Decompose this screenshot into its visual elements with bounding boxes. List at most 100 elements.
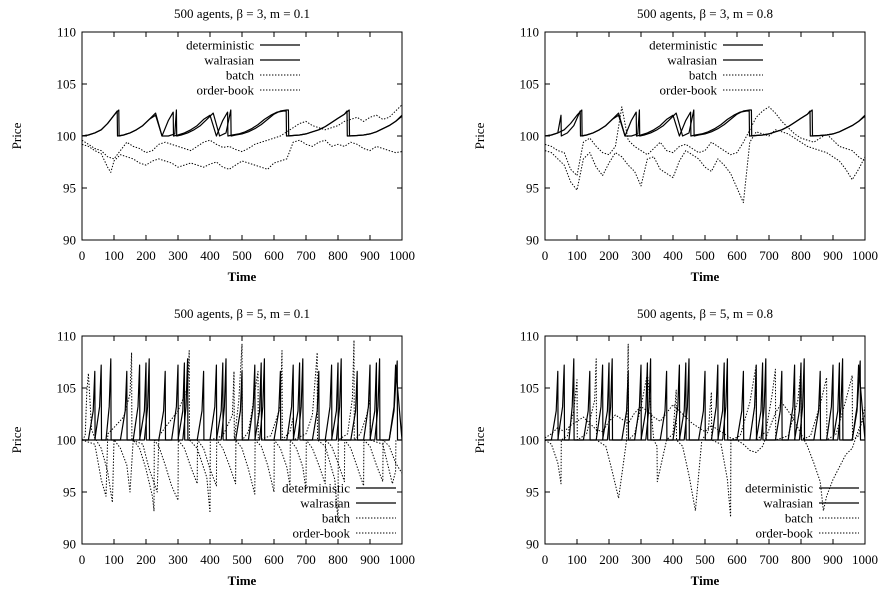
legend-label: walrasian	[763, 496, 813, 511]
x-tick-label: 400	[663, 552, 683, 567]
x-tick-label: 100	[567, 248, 587, 263]
series-line-order-book	[82, 104, 402, 160]
y-tick-label: 100	[520, 129, 540, 144]
panel-beta5-m08: 500 agents, β = 5, m = 0.8 Price Time 0 1…	[472, 306, 878, 588]
x-tick-label: 200	[599, 248, 619, 263]
series-line-walrasian	[82, 360, 402, 441]
x-tick-label: 900	[360, 552, 380, 567]
x-axis-label: Time	[228, 573, 257, 588]
y-tick-label: 105	[520, 77, 540, 92]
legend-label: order-book	[660, 83, 718, 98]
series-group	[82, 339, 402, 522]
series-group	[545, 343, 865, 518]
x-tick-label: 400	[663, 248, 683, 263]
x-tick-label: 300	[631, 248, 651, 263]
x-tick-label: 600	[264, 552, 284, 567]
panel-beta3-m08: 500 agents, β = 3, m = 0.8 Price Time 0 1…	[472, 6, 878, 284]
y-tick-label: 95	[63, 485, 76, 500]
y-tick-label: 105	[57, 381, 77, 396]
legend-label: batch	[322, 511, 351, 526]
legend-label: order-book	[197, 83, 255, 98]
series-group	[82, 104, 402, 173]
x-tick-label: 200	[599, 552, 619, 567]
x-tick-label: 1000	[389, 552, 415, 567]
series-line-batch	[545, 129, 865, 204]
series-line-deterministic	[82, 109, 402, 137]
panel-title: 500 agents, β = 5, m = 0.8	[637, 306, 773, 321]
x-tick-label: 800	[328, 552, 348, 567]
x-tick-label: 300	[168, 552, 188, 567]
legend-label: batch	[226, 68, 255, 83]
x-tick-label: 100	[104, 552, 124, 567]
x-tick-label: 1000	[852, 552, 878, 567]
legend-label: batch	[689, 68, 718, 83]
x-tick-label: 0	[79, 248, 86, 263]
series-line-order-book	[545, 106, 865, 176]
x-tick-label: 700	[759, 552, 779, 567]
series-line-deterministic	[545, 358, 865, 441]
x-tick-label: 700	[759, 248, 779, 263]
panel-beta3-m01: 500 agents, β = 3, m = 0.1 Price Time 0 1…	[9, 6, 415, 284]
x-tick-label: 700	[296, 552, 316, 567]
legend-label: walrasian	[300, 496, 350, 511]
panel-beta5-m01: 500 agents, β = 5, m = 0.1 Price Time 0 1…	[9, 306, 415, 588]
y-tick-label: 100	[57, 129, 77, 144]
y-tick-label: 90	[63, 233, 76, 248]
series-line-order-book	[545, 343, 865, 518]
series-line-walrasian	[545, 360, 865, 441]
legend-label: walrasian	[667, 53, 717, 68]
series-line-walrasian	[82, 110, 402, 137]
legend-label: deterministic	[745, 481, 813, 496]
legend-label: batch	[785, 511, 814, 526]
x-tick-label: 400	[200, 552, 220, 567]
series-line-deterministic	[545, 109, 865, 137]
x-tick-label: 100	[567, 552, 587, 567]
y-tick-label: 105	[57, 77, 77, 92]
x-tick-label: 200	[136, 248, 156, 263]
legend-label: walrasian	[204, 53, 254, 68]
panel-title: 500 agents, β = 5, m = 0.1	[174, 306, 310, 321]
x-tick-label: 500	[695, 552, 715, 567]
x-axis-label: Time	[691, 573, 720, 588]
y-axis-label: Price	[9, 122, 24, 149]
y-tick-label: 100	[57, 433, 77, 448]
x-tick-label: 500	[232, 552, 252, 567]
y-tick-label: 90	[526, 537, 539, 552]
x-tick-label: 600	[727, 552, 747, 567]
y-axis-label: Price	[472, 426, 487, 453]
panel-title: 500 agents, β = 3, m = 0.1	[174, 6, 310, 21]
y-tick-label: 110	[520, 25, 539, 40]
x-axis-label: Time	[228, 269, 257, 284]
y-tick-label: 110	[57, 329, 76, 344]
x-tick-label: 900	[823, 248, 843, 263]
series-line-order-book	[82, 339, 402, 522]
x-tick-label: 400	[200, 248, 220, 263]
y-tick-label: 110	[57, 25, 76, 40]
legend-label: deterministic	[186, 38, 254, 53]
x-tick-label: 0	[542, 248, 549, 263]
panel-title: 500 agents, β = 3, m = 0.8	[637, 6, 773, 21]
x-tick-label: 600	[264, 248, 284, 263]
y-tick-label: 90	[526, 233, 539, 248]
x-tick-label: 1000	[389, 248, 415, 263]
x-tick-label: 0	[542, 552, 549, 567]
x-tick-label: 600	[727, 248, 747, 263]
legend-label: order-book	[756, 526, 814, 541]
x-tick-label: 300	[631, 552, 651, 567]
legend-label: deterministic	[649, 38, 717, 53]
series-line-batch	[545, 402, 865, 512]
y-tick-label: 100	[520, 433, 540, 448]
x-tick-label: 800	[791, 248, 811, 263]
x-tick-label: 500	[232, 248, 252, 263]
y-tick-label: 110	[520, 329, 539, 344]
series-line-batch	[82, 139, 402, 173]
x-tick-label: 1000	[852, 248, 878, 263]
y-tick-label: 105	[520, 381, 540, 396]
x-tick-label: 700	[296, 248, 316, 263]
legend-label: deterministic	[282, 481, 350, 496]
x-tick-label: 900	[823, 552, 843, 567]
x-tick-label: 900	[360, 248, 380, 263]
